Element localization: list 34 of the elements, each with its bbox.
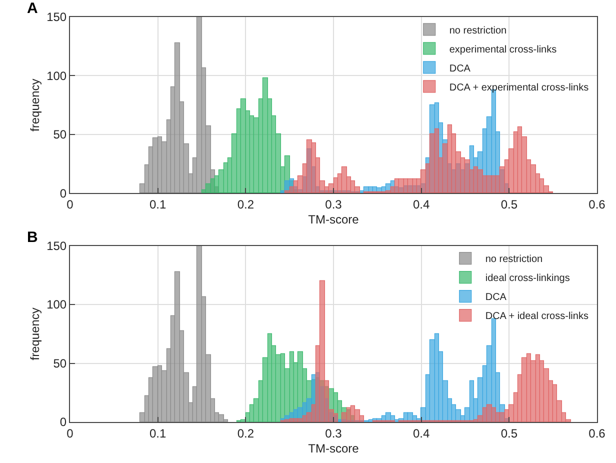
y-axis-title: frequency bbox=[28, 308, 42, 360]
x-tick-label: 0.6 bbox=[588, 426, 606, 440]
y-tick-label: 150 bbox=[46, 239, 67, 254]
x-tick-label: 0.2 bbox=[237, 426, 254, 440]
legend-label: DCA + experimental cross-links bbox=[449, 82, 589, 94]
y-tick-label: 0 bbox=[60, 186, 67, 200]
text: B bbox=[27, 229, 38, 246]
x-tick-label: 0.1 bbox=[149, 198, 166, 212]
x-tick-label: 0.5 bbox=[500, 198, 518, 212]
legend-label: experimental cross-links bbox=[449, 44, 557, 56]
x-tick-label: 0.2 bbox=[237, 198, 254, 212]
y-tick-label: 100 bbox=[46, 68, 67, 83]
x-tick-label: 0.5 bbox=[500, 426, 518, 440]
legend-label: ideal cross-linkings bbox=[485, 273, 570, 284]
x-tick-label: 0.4 bbox=[412, 426, 430, 440]
y-tick-label: 150 bbox=[46, 10, 67, 24]
legend-label: no restriction bbox=[449, 25, 507, 36]
y-tick-label: 50 bbox=[53, 128, 67, 142]
x-axis-title: TM-score bbox=[308, 441, 360, 456]
x-tick-label: 0.6 bbox=[588, 198, 606, 212]
legend-label: DCA bbox=[485, 292, 507, 304]
legend-label: no restriction bbox=[485, 254, 543, 266]
x-axis-title: TM-score bbox=[308, 212, 360, 226]
y-tick-label: 100 bbox=[46, 298, 67, 312]
text: A bbox=[27, 0, 38, 17]
y-tick-label: 0 bbox=[60, 415, 67, 430]
legend-label: DCA bbox=[449, 63, 471, 74]
x-tick-label: 0.1 bbox=[149, 426, 166, 440]
x-tick-label: 0.4 bbox=[412, 198, 430, 212]
x-tick-label: 0.3 bbox=[325, 198, 342, 212]
y-tick-label: 50 bbox=[53, 356, 67, 370]
x-tick-label: 0.3 bbox=[325, 426, 342, 440]
y-axis-title: frequency bbox=[28, 78, 42, 132]
legend-label: DCA + ideal cross-links bbox=[485, 311, 588, 322]
